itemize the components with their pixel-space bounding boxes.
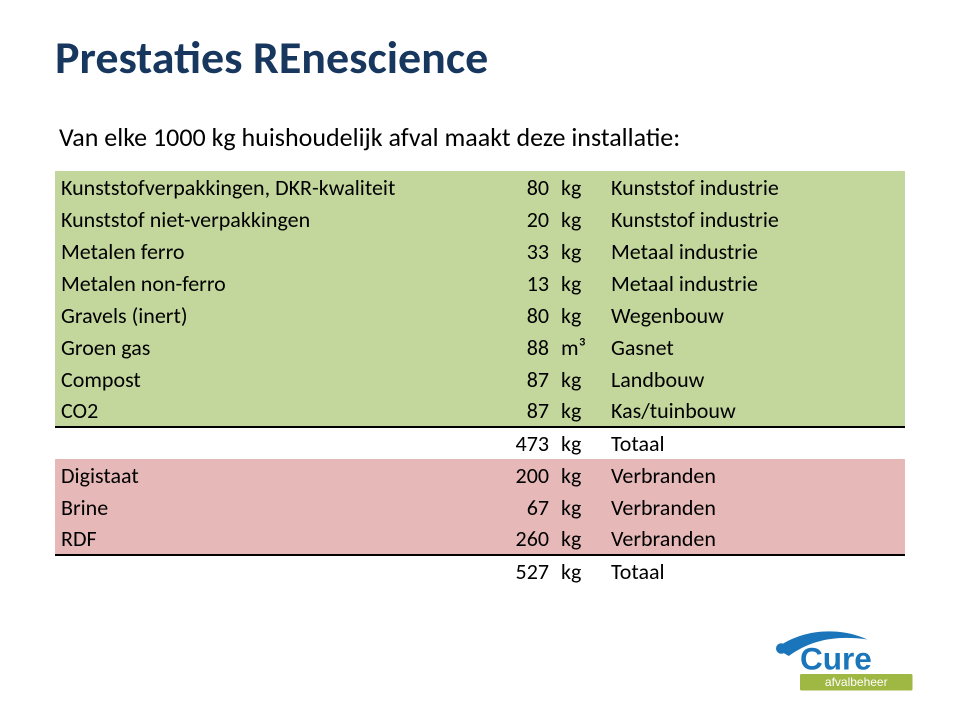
row-value: 20 bbox=[475, 203, 555, 235]
table-row: Brine67kgVerbranden bbox=[55, 491, 905, 523]
row-destination: Kunststof industrie bbox=[605, 203, 905, 235]
row-unit: m³ bbox=[555, 331, 605, 363]
row-label: Brine bbox=[55, 491, 475, 523]
row-value: 260 bbox=[475, 523, 555, 555]
row-unit: kg bbox=[555, 491, 605, 523]
row-destination: Totaal bbox=[605, 427, 905, 459]
row-value: 33 bbox=[475, 235, 555, 267]
table-row: CO287kgKas/tuinbouw bbox=[55, 395, 905, 427]
table-row: 527kgTotaal bbox=[55, 555, 905, 587]
row-destination: Wegenbouw bbox=[605, 299, 905, 331]
row-unit: kg bbox=[555, 203, 605, 235]
table-row: Digistaat200kgVerbranden bbox=[55, 459, 905, 491]
row-label: Digistaat bbox=[55, 459, 475, 491]
row-destination: Kunststof industrie bbox=[605, 171, 905, 203]
row-destination: Metaal industrie bbox=[605, 235, 905, 267]
row-unit: kg bbox=[555, 555, 605, 587]
row-label: Kunststof niet-verpakkingen bbox=[55, 203, 475, 235]
row-value: 67 bbox=[475, 491, 555, 523]
row-destination: Metaal industrie bbox=[605, 267, 905, 299]
row-unit: kg bbox=[555, 363, 605, 395]
row-label: RDF bbox=[55, 523, 475, 555]
row-unit: kg bbox=[555, 523, 605, 555]
table-row: Kunststofverpakkingen, DKR-kwaliteit80kg… bbox=[55, 171, 905, 203]
row-unit: kg bbox=[555, 235, 605, 267]
row-label: Metalen non-ferro bbox=[55, 267, 475, 299]
logo-text-main: Cure bbox=[800, 640, 872, 676]
row-value: 88 bbox=[475, 331, 555, 363]
row-destination: Verbranden bbox=[605, 523, 905, 555]
table-row: Groen gas88m³Gasnet bbox=[55, 331, 905, 363]
row-value: 80 bbox=[475, 299, 555, 331]
row-unit: kg bbox=[555, 395, 605, 427]
row-value: 13 bbox=[475, 267, 555, 299]
row-value: 87 bbox=[475, 395, 555, 427]
table-row: Kunststof niet-verpakkingen20kgKunststof… bbox=[55, 203, 905, 235]
row-destination: Verbranden bbox=[605, 459, 905, 491]
row-label: Compost bbox=[55, 363, 475, 395]
slide-title: Prestaties REnescience bbox=[55, 30, 905, 86]
row-label: CO2 bbox=[55, 395, 475, 427]
row-value: 527 bbox=[475, 555, 555, 587]
row-unit: kg bbox=[555, 267, 605, 299]
row-label bbox=[55, 427, 475, 459]
table-row: Metalen ferro33kgMetaal industrie bbox=[55, 235, 905, 267]
row-destination: Landbouw bbox=[605, 363, 905, 395]
row-value: 200 bbox=[475, 459, 555, 491]
output-table: Kunststofverpakkingen, DKR-kwaliteit80kg… bbox=[55, 171, 905, 587]
row-label: Metalen ferro bbox=[55, 235, 475, 267]
table-row: 473kgTotaal bbox=[55, 427, 905, 459]
row-label: Kunststofverpakkingen, DKR-kwaliteit bbox=[55, 171, 475, 203]
table-row: Gravels (inert)80kgWegenbouw bbox=[55, 299, 905, 331]
logo-text-sub: afvalbeheer bbox=[825, 675, 888, 689]
row-unit: kg bbox=[555, 299, 605, 331]
row-unit: kg bbox=[555, 427, 605, 459]
row-label: Groen gas bbox=[55, 331, 475, 363]
row-destination: Totaal bbox=[605, 555, 905, 587]
row-unit: kg bbox=[555, 171, 605, 203]
row-destination: Kas/tuinbouw bbox=[605, 395, 905, 427]
table-row: Compost87kgLandbouw bbox=[55, 363, 905, 395]
table-row: Metalen non-ferro13kgMetaal industrie bbox=[55, 267, 905, 299]
row-label: Gravels (inert) bbox=[55, 299, 475, 331]
table-row: RDF260kgVerbranden bbox=[55, 523, 905, 555]
row-value: 473 bbox=[475, 427, 555, 459]
row-label bbox=[55, 555, 475, 587]
slide-subtitle: Van elke 1000 kg huishoudelijk afval maa… bbox=[59, 121, 905, 153]
row-unit: kg bbox=[555, 459, 605, 491]
row-destination: Gasnet bbox=[605, 331, 905, 363]
cure-logo: Cure afvalbeheer bbox=[770, 626, 920, 699]
row-value: 80 bbox=[475, 171, 555, 203]
row-destination: Verbranden bbox=[605, 491, 905, 523]
row-value: 87 bbox=[475, 363, 555, 395]
